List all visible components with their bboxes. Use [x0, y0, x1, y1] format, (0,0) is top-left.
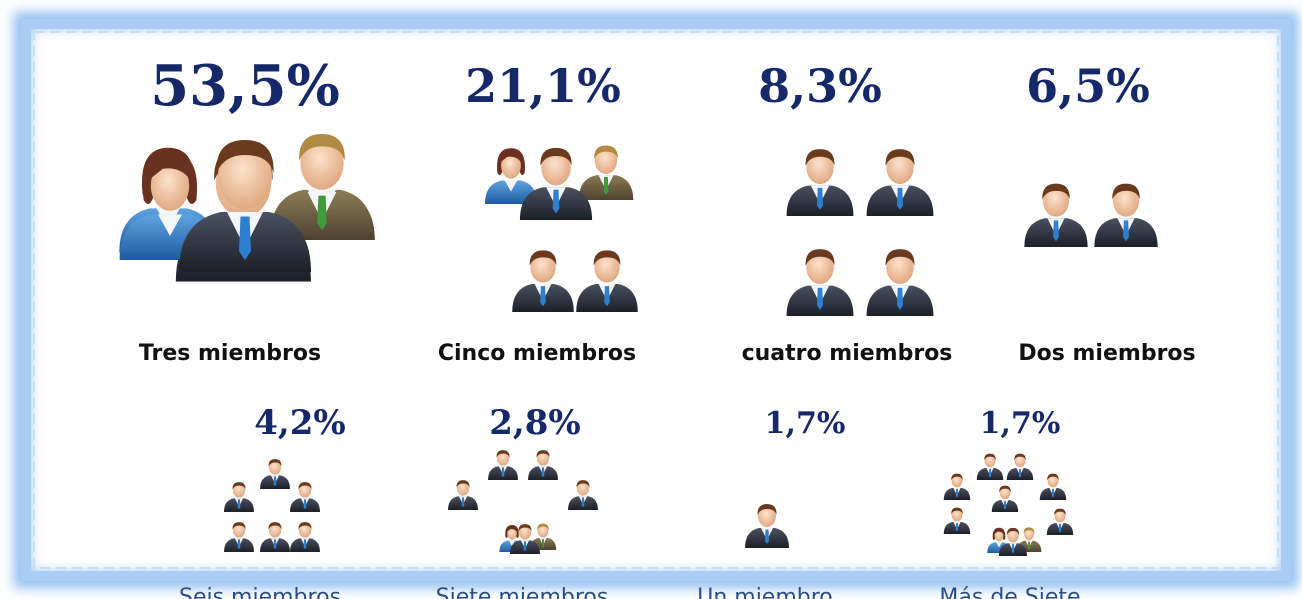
group-label: Dos miembros [1018, 341, 1195, 366]
percent-label: 4,2% [254, 403, 345, 443]
person-icon [224, 482, 254, 512]
person-icon [1024, 183, 1088, 247]
person-icon [866, 149, 934, 216]
group-label: Siete miembros [436, 585, 609, 599]
percent-label: 21,1% [465, 59, 621, 113]
person-icon [576, 250, 638, 312]
person-icon [786, 149, 854, 216]
person-icon [488, 450, 518, 480]
person-icon [448, 480, 478, 510]
person-icon [260, 459, 290, 489]
person-icon [1006, 453, 1034, 480]
person-icon [943, 507, 971, 534]
person-icon [943, 473, 971, 500]
person-icon [866, 249, 934, 316]
person-icon [976, 453, 1004, 480]
person-icon [991, 485, 1019, 512]
person-icon [568, 480, 598, 510]
person-icon [786, 249, 854, 316]
person-icon [745, 504, 789, 548]
person-icon [519, 147, 593, 220]
texts: 53,5% Tres miembros 21,1% Cinco miembros 8,3… [139, 53, 1196, 599]
group-label: Más de Siete [939, 585, 1080, 599]
group-label: Cinco miembros [438, 341, 636, 366]
person-icon [578, 145, 634, 200]
percent-label: 53,5% [150, 53, 340, 119]
person-icon [512, 250, 574, 312]
percent-label: 1,7% [765, 406, 846, 441]
group-label: Un miembro [697, 585, 833, 599]
person-icon [1039, 473, 1067, 500]
group-label: cuatro miembros [742, 341, 953, 366]
frame [21, 19, 1291, 581]
percent-label: 8,3% [758, 59, 882, 113]
group-label: Seis miembros [179, 585, 341, 599]
percent-label: 6,5% [1026, 59, 1150, 113]
percent-label: 1,7% [980, 406, 1061, 441]
group-label: Tres miembros [139, 341, 321, 366]
person-icon [260, 522, 290, 552]
person-icon [224, 522, 254, 552]
person-icon [1094, 183, 1158, 247]
person-icon [1046, 508, 1074, 535]
percent-label: 2,8% [489, 403, 580, 443]
person-icon [290, 482, 320, 512]
person-icon [290, 522, 320, 552]
person-icon [528, 450, 558, 480]
frame-dash [33, 31, 1279, 569]
